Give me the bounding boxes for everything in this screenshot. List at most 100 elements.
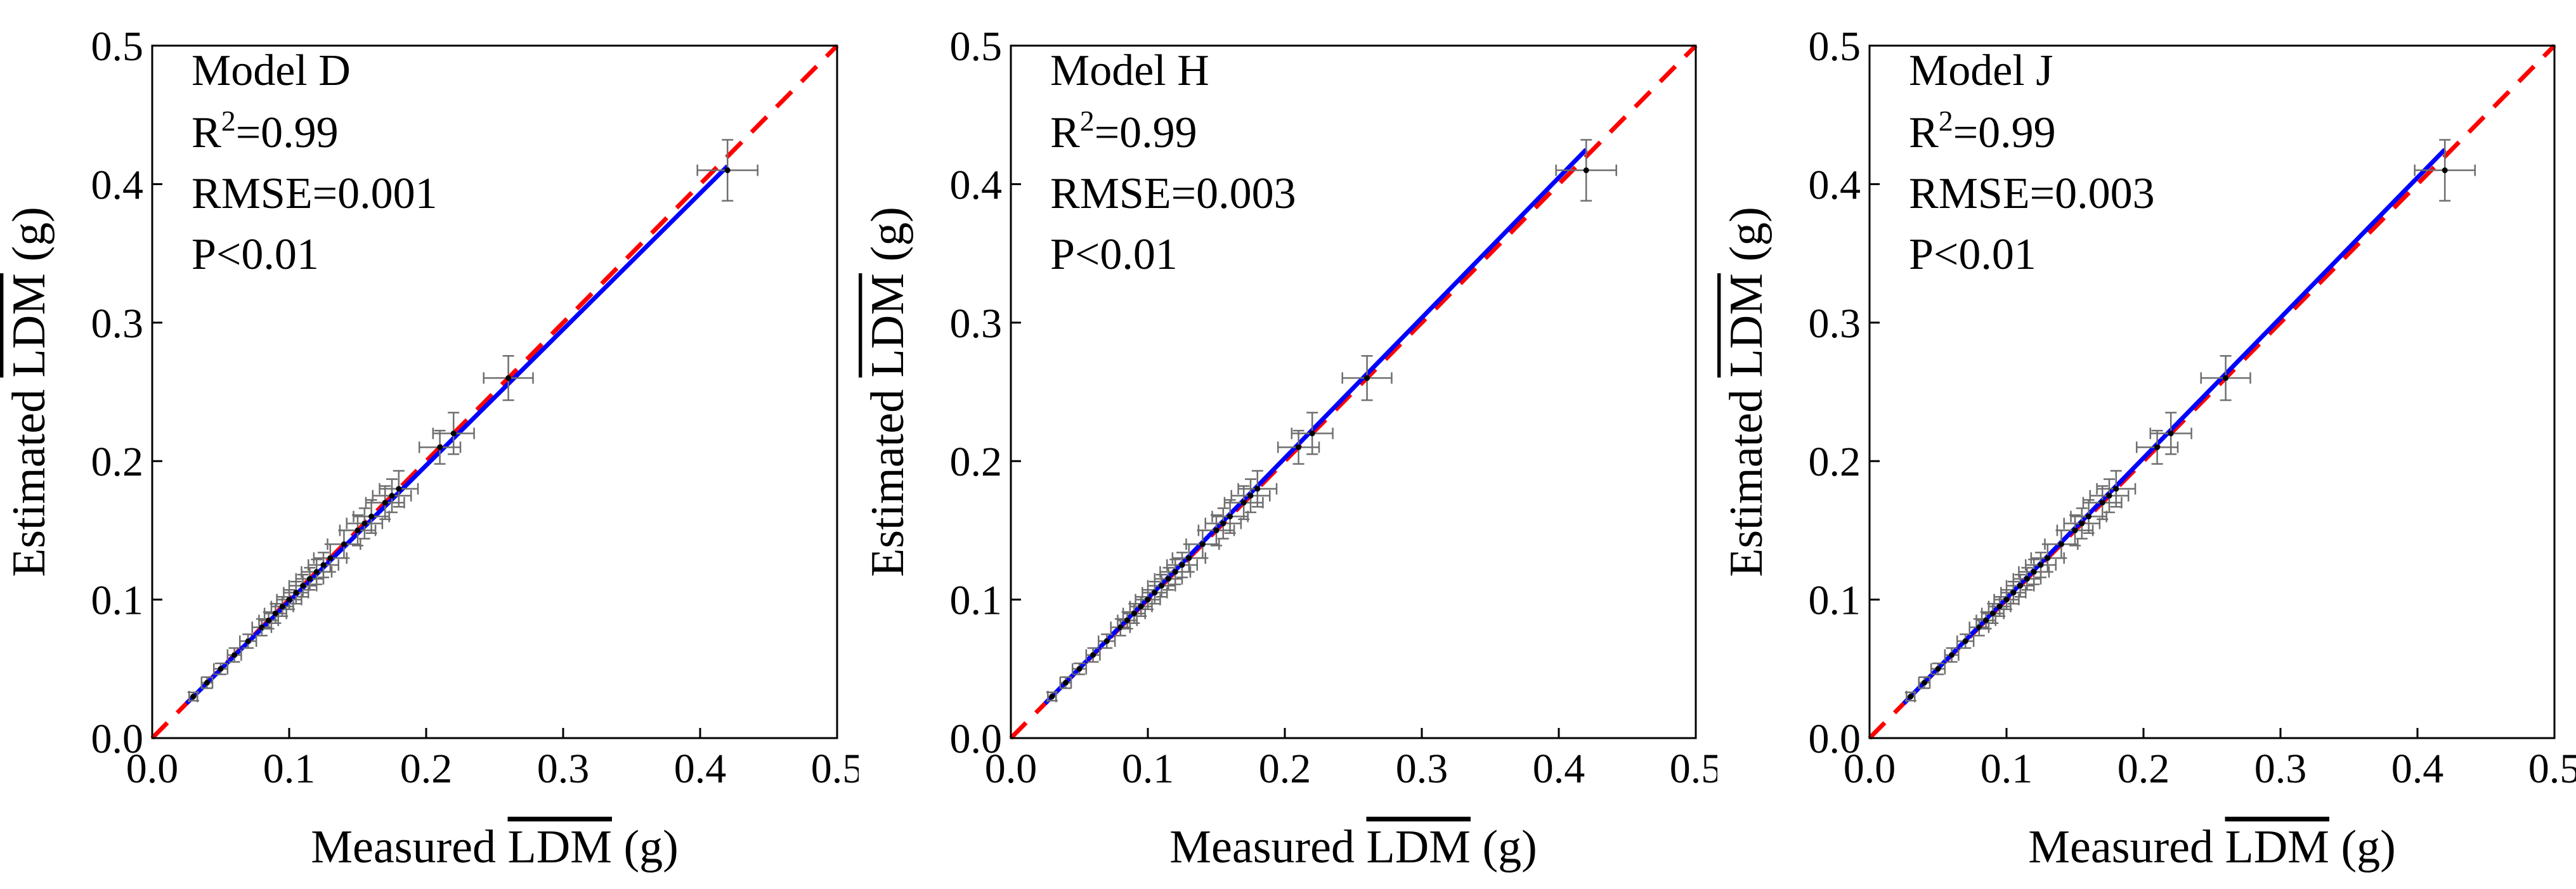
x-tick-label: 0.1 [263,746,316,792]
y-tick-label: 0.5 [1809,23,1861,70]
point-marker [1179,562,1185,568]
data-point [379,470,419,508]
point-marker [2024,576,2030,582]
data-point [372,478,412,514]
p-value-label: P<0.01 [1050,230,1178,279]
data-point [226,647,242,663]
data-point [346,507,384,540]
point-marker [2113,486,2119,492]
data-point [365,485,405,521]
point-marker [1062,680,1069,686]
r-squared-symbol: R [192,108,221,157]
data-point [1211,499,1249,535]
data-point [1341,354,1393,401]
model-name-label: Model D [192,46,351,95]
y-tick-label: 0.4 [91,162,144,208]
plot-frame [1868,44,2556,739]
y-axis-title-prefix: Estimated [3,377,55,576]
point-marker [450,431,457,437]
x-tick-label: 0.4 [674,746,727,792]
p-value-label: P<0.01 [1909,230,2036,279]
r-squared-superscript: 2 [221,105,236,137]
y-tick-label: 0.1 [950,578,1003,624]
point-marker [1935,666,1941,672]
point-marker [1962,638,1968,644]
x-axis-title-overline-ldm: LDM [2225,821,2329,873]
point-marker [190,693,197,699]
y-axis-title-overline-ldm: LDM [862,273,914,377]
point-marker [2017,583,2024,589]
data-point [1956,633,1975,649]
data-point [353,499,390,535]
y-axis-title: Estimated LDM (g) [1721,207,1773,577]
x-tick-label: 0.3 [2254,746,2307,792]
point-marker [1296,444,1302,450]
data-point [200,676,214,689]
plot-frame [151,44,838,739]
x-axis-title-overline-ldm: LDM [508,821,612,873]
point-marker [2086,514,2092,520]
point-marker [231,652,238,658]
point-marker [361,520,368,526]
point-marker [300,583,306,589]
data-point [1944,647,1960,663]
x-axis-title-prefix: Measured [2028,821,2225,873]
point-marker [1220,520,1226,526]
data-point [1097,633,1116,649]
point-marker [245,638,251,644]
point-marker [1247,493,1254,499]
x-tick-label: 0.0 [1844,746,1896,792]
data-point [1904,691,1916,703]
data-point [1987,595,2012,618]
data-point [696,139,758,202]
y-axis-title-prefix: Estimated [862,377,914,576]
point-marker [1989,610,1996,616]
chart-svg: 0.0 0.1 0.2 0.3 0.4 0.5 0.0 0.1 0.2 0.3 0.4 0.5 Mod… [3,23,863,873]
data-point [432,412,475,455]
point-marker [382,500,388,506]
point-marker [293,590,299,596]
point-marker [286,597,292,603]
model-name-label: Model J [1909,46,2053,95]
y-axis-title-suffix: (g) [3,207,55,273]
data-point [2096,470,2137,508]
data-point [1237,470,1278,508]
point-marker [2003,597,2010,603]
y-tick-label: 0.2 [950,439,1003,485]
data-point [1230,478,1271,514]
x-axis-title-prefix: Measured [311,821,507,873]
y-axis-title: Estimated LDM (g) [862,207,914,577]
rmse-label: RMSE=0.003 [1909,169,2155,218]
y-axis-title-suffix: (g) [1721,207,1773,273]
data-point [1291,412,1334,455]
x-axis-title: Measured LDM (g) [2028,821,2396,873]
y-tick-label: 0.3 [950,301,1003,347]
x-tick-label: 0.4 [2391,746,2444,792]
x-tick-label: 0.2 [2117,746,2170,792]
point-marker [1145,597,1151,603]
point-marker [1165,576,1171,582]
point-marker [313,569,320,575]
data-point [1204,507,1242,540]
point-marker [2031,569,2037,575]
x-tick-label: 0.5 [811,746,859,792]
x-axis-title: Measured LDM (g) [1169,821,1537,873]
point-marker [1172,569,1178,575]
y-tick-label: 0.0 [950,716,1003,762]
data-point [327,529,361,559]
point-marker [368,514,375,520]
data-point [1930,662,1946,675]
data-point [1918,676,1931,689]
point-marker [218,666,224,672]
point-marker [1131,610,1137,616]
point-marker [1199,541,1206,547]
point-marker [1090,652,1096,658]
point-marker [1921,680,1927,686]
rmse-label: RMSE=0.001 [192,169,438,218]
data-point [212,662,229,675]
p-value-label: P<0.01 [192,230,319,279]
x-tick-label: 0.4 [1533,746,1585,792]
point-marker [2223,375,2229,381]
data-point [1185,529,1220,559]
data-point [2414,139,2476,202]
